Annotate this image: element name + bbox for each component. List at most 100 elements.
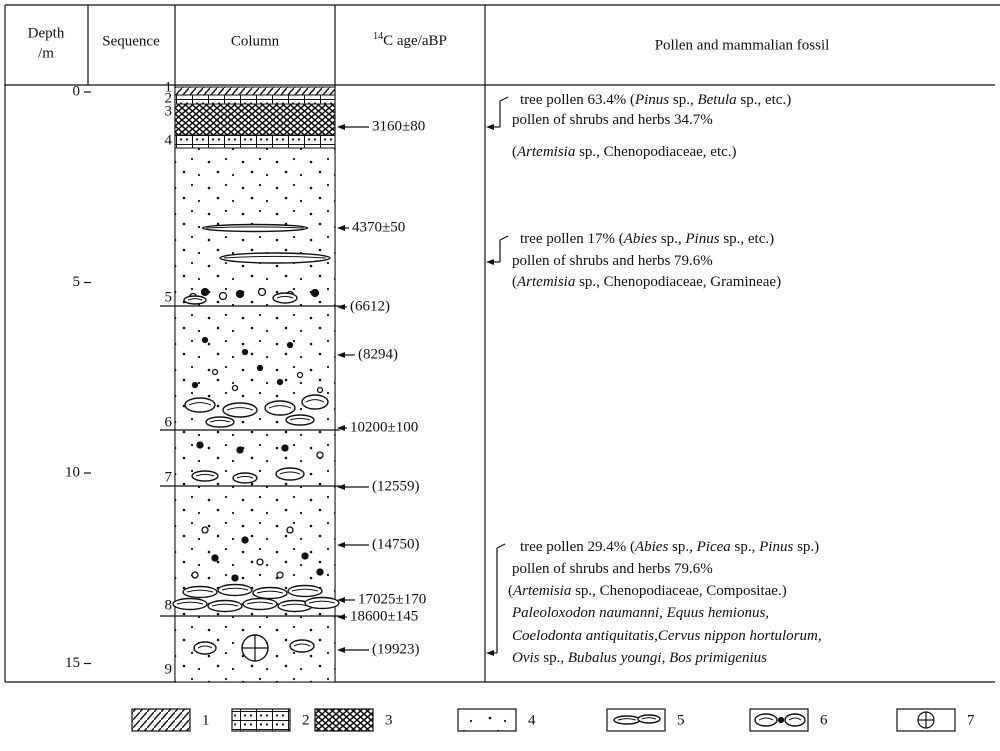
pollen-segment: Artemisia <box>512 583 571 599</box>
pollen-line: pollen of shrubs and herbs 79.6% <box>512 561 713 577</box>
pebble <box>233 386 238 391</box>
pebble <box>197 442 203 448</box>
pebble <box>202 289 209 296</box>
bracket <box>500 97 508 101</box>
pebble <box>287 527 293 533</box>
pebble <box>237 447 243 453</box>
header-age-text: C age/aBP <box>383 33 447 49</box>
pollen-segment: Artemisia <box>516 274 575 290</box>
legend-swatch <box>458 709 516 731</box>
page: { "header": { "depth": ["Depth", "/m"], … <box>0 0 1000 746</box>
age-label: (8294) <box>358 346 398 362</box>
pebble <box>213 370 218 375</box>
pebble <box>282 445 288 451</box>
pebble <box>277 572 283 578</box>
pollen-segment: Coelodonta antiquitatis,Cervus nippon ho… <box>512 628 822 644</box>
pollen-segment: Picea <box>696 539 731 555</box>
header-depth: Depth <box>28 25 65 41</box>
pollen-segment: Bubalus youngi, Bos primigenius <box>568 650 767 666</box>
arrow-head <box>337 542 345 548</box>
pollen-segment: Pinus <box>758 539 793 555</box>
lens <box>233 473 257 483</box>
pollen-segment: sp., <box>657 231 685 247</box>
age-label: 4370±50 <box>352 219 405 235</box>
pollen-segment: Artemisia <box>516 144 575 160</box>
age-label: 17025±170 <box>358 591 426 607</box>
pollen-line: tree pollen 17% (Abies sp., Pinus sp., e… <box>520 231 774 247</box>
lens <box>755 714 777 726</box>
depth-label: 10 <box>65 464 80 480</box>
pebble <box>232 575 238 581</box>
arrow-head <box>337 304 345 310</box>
lens <box>302 395 328 409</box>
pollen-segment: tree pollen 63.4% ( <box>520 92 635 108</box>
pollen-segment: pollen of shrubs and herbs 79.6% <box>512 561 713 577</box>
arrow-head <box>337 225 345 231</box>
pebble <box>193 383 198 388</box>
header-age-sup: 14 <box>373 31 383 42</box>
arrow-head <box>486 650 494 656</box>
arrow-head <box>337 647 345 653</box>
pebble <box>237 291 244 298</box>
pollen-line: Paleoloxodon naumanni, Equus hemionus, <box>511 605 769 621</box>
age-label: 18600±145 <box>350 608 418 624</box>
pebble <box>203 338 208 343</box>
pebble <box>317 452 323 458</box>
arrow-head <box>337 124 345 130</box>
age-label: (12559) <box>372 478 420 494</box>
legend-label: 5 <box>677 712 685 728</box>
header-column: Column <box>231 33 280 49</box>
age-label: (14750) <box>372 536 420 552</box>
sequence-number: 4 <box>165 132 173 148</box>
pollen-line: tree pollen 63.4% (Pinus sp., Betula sp.… <box>520 92 791 108</box>
legend-label: 7 <box>967 712 975 728</box>
pollen-segment: sp., <box>669 92 697 108</box>
pebble <box>317 569 323 575</box>
pebble <box>243 350 248 355</box>
bracket <box>497 544 505 548</box>
arrow-head <box>337 484 345 490</box>
legend-swatch <box>315 709 373 731</box>
depth-label: 5 <box>73 274 81 290</box>
lens <box>194 642 216 654</box>
pebble <box>259 289 266 296</box>
sequence-number: 9 <box>165 661 173 677</box>
lens <box>614 716 640 724</box>
pebble <box>242 537 248 543</box>
sequence-number: 8 <box>165 597 173 613</box>
pebble <box>298 373 303 378</box>
layer <box>175 87 335 95</box>
pollen-segment: pollen of shrubs and herbs 79.6% <box>512 253 713 269</box>
pebble <box>312 290 319 297</box>
header-age: 14C age/aBP <box>373 31 447 49</box>
header-depth-unit: /m <box>38 45 54 61</box>
pollen-segment: sp., <box>731 539 759 555</box>
pollen-segment: sp., Chenopodiaceae, Gramineae) <box>575 274 781 290</box>
depth-label: 15 <box>65 655 80 671</box>
pollen-segment: sp., <box>540 650 568 666</box>
pebble <box>257 559 263 565</box>
pebble <box>278 380 283 385</box>
arrow-head <box>486 124 494 130</box>
pebble <box>192 572 198 578</box>
age-label: 3160±80 <box>372 118 425 134</box>
pollen-segment: sp., etc.) <box>737 92 792 108</box>
lens <box>638 715 660 723</box>
arrow-head <box>486 259 494 265</box>
pollen-segment: tree pollen 29.4% ( <box>520 539 635 555</box>
figure: Depth/mSequenceColumn14C age/aBPPollen a… <box>0 0 1000 746</box>
pollen-line: pollen of shrubs and herbs 34.7% <box>512 112 713 128</box>
pollen-segment: Paleoloxodon naumanni, Equus hemionus, <box>511 605 769 621</box>
pollen-segment: sp., <box>668 539 696 555</box>
sequence-number: 3 <box>165 103 173 119</box>
pebble <box>220 293 227 300</box>
legend-label: 2 <box>302 712 310 728</box>
depth-label: 0 <box>73 83 81 99</box>
pollen-line: (Artemisia sp., Chenopodiaceae, Composit… <box>508 583 787 599</box>
age-label: (19923) <box>372 641 420 657</box>
pollen-segment: Betula <box>697 92 736 108</box>
lens <box>184 296 206 304</box>
pollen-line: (Artemisia sp., Chenopodiaceae, etc.) <box>512 144 737 160</box>
pollen-segment: sp., Chenopodiaceae, Compositae.) <box>571 583 786 599</box>
lens <box>220 253 330 263</box>
